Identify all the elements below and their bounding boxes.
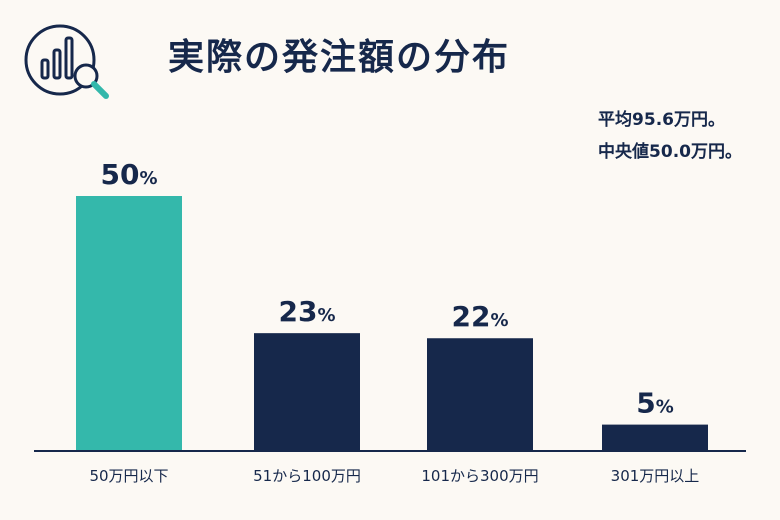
median-stat: 中央値50.0万円。	[598, 142, 742, 162]
category-label: 50万円以下	[89, 467, 168, 485]
chart-title: 実際の発注額の分布	[168, 37, 511, 78]
category-label: 301万円以上	[611, 467, 700, 485]
data-label: 22%	[451, 300, 508, 333]
bar	[602, 424, 708, 450]
summary-stats: 平均95.6万円。 中央値50.0万円。	[598, 104, 742, 168]
data-label: 50%	[100, 158, 157, 191]
data-label: 23%	[278, 295, 335, 328]
bar	[76, 196, 182, 450]
category-label: 101から300万円	[421, 467, 538, 485]
data-label: 5%	[636, 387, 674, 420]
category-label: 51から100万円	[253, 467, 361, 485]
average-stat: 平均95.6万円。	[598, 110, 725, 130]
bar	[254, 333, 360, 450]
bar-chart-magnifier-icon	[24, 24, 109, 99]
bar	[427, 338, 533, 450]
